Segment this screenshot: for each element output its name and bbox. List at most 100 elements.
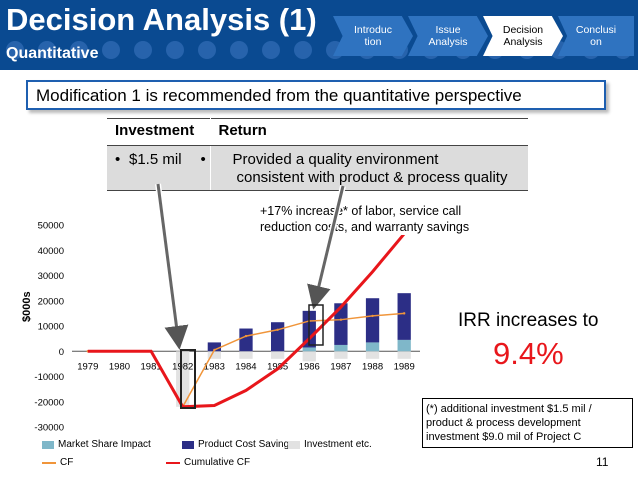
header-dot [38,41,56,59]
legend-swatch [42,440,54,449]
x-tick-label: 1987 [330,361,351,372]
footnote-line-1: (*) additional investment $1.5 mil / [426,403,592,415]
annotation-line-2: reduction costs, and warranty savings [260,220,470,234]
bar-investment [334,351,348,359]
legend-label: Product Cost Savings [198,439,295,450]
highlight-box-1982 [180,349,196,409]
page-number: 11 [596,455,609,469]
bar-product-cost [239,328,253,352]
y-tick-label: -20000 [34,397,64,408]
y-tick-label: 10000 [38,322,64,333]
nav-step-label: on [590,36,602,48]
line-cumulative-cf [87,232,406,409]
investment-arrow [156,183,189,350]
bar-investment [397,351,411,359]
x-tick-label: 1983 [204,361,225,372]
footnote-line-3: investment $9.0 mil of Project C [426,431,582,443]
x-tick-label: 1984 [235,361,256,372]
bar-product-cost [365,298,380,343]
bar-market-share [397,339,411,352]
legend-item-market-share: Market Share Impact [42,439,151,450]
header-dot [166,41,184,59]
legend-label: Market Share Impact [58,439,151,450]
y-tick-label: 30000 [38,271,64,282]
header-dot [230,41,248,59]
nav-step-label: Analysis [503,36,543,48]
bar-investment [239,351,253,359]
cf-point [244,334,248,338]
y-tick-label: 0 [59,347,64,358]
header-dot [6,41,24,59]
nav-step-introduction[interactable]: Introduc tion [333,16,413,56]
y-tick-label: -10000 [34,372,64,383]
irr-value: 9.4% [493,336,564,371]
annotation-line-1: +17% increase* of labor, service call [260,204,462,218]
y-tick-label: -30000 [34,423,64,434]
nav-step-label: Analysis [428,36,468,48]
bar-product-cost [334,303,348,345]
page-subtitle: Quantitative [6,45,99,62]
nav-step-issue-analysis[interactable]: Issue Analysis [408,16,488,56]
bar-market-share [302,347,316,352]
y-tick-label: 20000 [38,296,64,307]
table-header-investment: Investment [107,118,211,146]
legend-label: Investment etc. [304,439,372,450]
table-header-row: Investment Return [107,118,528,146]
recommendation-banner: Modification 1 is recommended from the q… [26,80,606,110]
x-tick-label: 1989 [394,361,415,372]
legend-item-cumulative-cf: Cumulative CF [166,457,250,468]
nav-step-label: Decision [502,24,544,36]
legend-item-cf: CF [42,457,73,468]
bar-investment [365,351,380,359]
increase-annotation: +17% increase* of labor, service call re… [260,203,520,235]
return-line-1: Provided a quality environment [232,151,439,168]
cf-point [402,312,406,315]
legend-item-investment: Investment etc. [288,439,372,450]
return-line-2: consistent with product & process qualit… [236,169,508,186]
header-dot [198,41,216,59]
header-dot [294,41,312,59]
bar-investment [176,351,190,407]
nav-step-decision-analysis[interactable]: Decision Analysis [483,16,563,56]
investment-value: $1.5 mil [129,151,182,168]
nav-step-label: Issue [435,24,461,36]
x-tick-label: 1988 [362,361,383,372]
x-tick-label: 1985 [267,361,288,372]
header-dot [134,41,152,59]
legend-label: Cumulative CF [184,457,251,468]
x-tick-label: 1981 [141,361,162,372]
nav-step-label: Introduc [354,24,392,36]
nav-step-label: Conclusi [575,24,617,36]
cf-point [339,318,343,321]
legend-item-product-cost: Product Cost Savings [182,439,294,450]
cf-point [213,348,216,352]
investment-cell: • $1.5 mil [107,145,211,191]
return-cell: • Provided a quality environment consisten… [200,145,528,191]
cf-point [276,328,279,331]
bar-market-share [334,344,348,352]
nav-step-conclusion[interactable]: Conclusi on [558,16,634,56]
investment-return-table: Investment Return • $1.5 mil • Provided a … [107,118,528,191]
nav-step-label: tion [364,36,382,48]
legend-label: CF [60,457,74,468]
x-tick-label: 1980 [109,361,130,372]
bar-product-cost [397,293,411,340]
footnote-line-2: product & process development [426,417,581,429]
legend-swatch [288,440,300,449]
y-tick-label: 50000 [38,221,64,232]
bar-investment [207,351,222,359]
bullet: • [115,151,121,168]
header-dot [262,41,280,59]
cf-point [371,314,374,318]
table-row: • $1.5 mil • Provided a quality environmen… [107,145,528,191]
bar-market-share [365,342,380,352]
bullet: • [200,151,206,168]
x-tick-label: 1986 [299,361,320,372]
bar-investment [270,351,285,359]
return-arrow [307,185,345,310]
irr-label: IRR increases to [458,310,599,331]
chart-legend: Market Share Impact Product Cost Savings… [40,437,420,473]
header-dot [102,41,120,59]
table-header-return: Return [210,118,528,146]
